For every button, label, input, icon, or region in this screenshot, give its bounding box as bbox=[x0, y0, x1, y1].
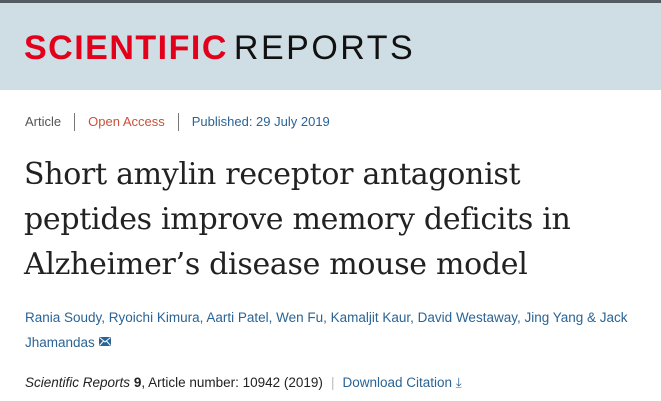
journal-header: SCIENTIFIC REPORTS bbox=[0, 3, 661, 90]
article-number: , Article number: 10942 (2019) bbox=[141, 375, 323, 390]
envelope-icon[interactable] bbox=[98, 337, 111, 346]
author-list[interactable]: Rania Soudy, Ryoichi Kimura, Aarti Patel… bbox=[25, 305, 655, 355]
article-type: Article bbox=[25, 114, 62, 129]
download-citation-label[interactable]: Download Citation bbox=[342, 375, 453, 390]
authors-text[interactable]: Rania Soudy, Ryoichi Kimura, Aarti Patel… bbox=[25, 310, 628, 350]
volume: 9 bbox=[133, 375, 142, 390]
journal-logo[interactable]: SCIENTIFIC REPORTS bbox=[24, 29, 416, 67]
article-title: Short amylin receptor antagonist peptide… bbox=[24, 157, 571, 282]
top-bar bbox=[0, 0, 661, 3]
download-citation-link[interactable]: Download Citation ⤓ bbox=[342, 375, 461, 390]
journal-name: Scientific Reports bbox=[25, 375, 131, 390]
open-access-label: Open Access bbox=[74, 113, 178, 131]
download-icon[interactable]: ⤓ bbox=[452, 375, 462, 390]
published-date: Published: 29 July 2019 bbox=[177, 113, 343, 131]
citation-line: Scientific Reports 9, Article number: 10… bbox=[25, 374, 462, 392]
article-meta: Article Open Access Published: 29 July 2… bbox=[25, 113, 343, 131]
divider: | bbox=[330, 375, 335, 390]
